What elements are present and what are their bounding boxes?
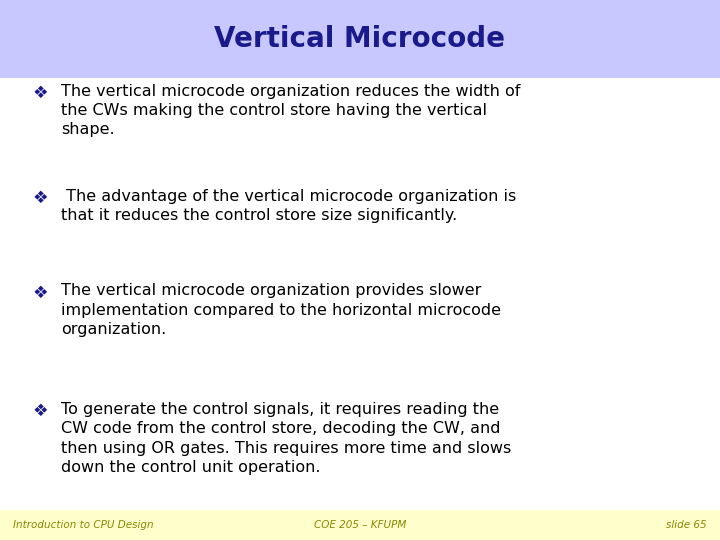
Text: The vertical microcode organization reduces the width of
the CWs making the cont: The vertical microcode organization redu… (61, 84, 521, 137)
Bar (0, 510, 720, 540)
Text: ❖: ❖ (32, 402, 48, 420)
Text: ❖: ❖ (32, 284, 48, 301)
Text: ❖: ❖ (32, 189, 48, 207)
Text: COE 205 – KFUPM: COE 205 – KFUPM (314, 520, 406, 530)
Text: ❖: ❖ (32, 84, 48, 102)
Text: Vertical Microcode: Vertical Microcode (215, 25, 505, 53)
Text: The advantage of the vertical microcode organization is
that it reduces the cont: The advantage of the vertical microcode … (61, 189, 516, 223)
Text: The vertical microcode organization provides slower
implementation compared to t: The vertical microcode organization prov… (61, 284, 501, 337)
Text: slide 65: slide 65 (667, 520, 707, 530)
Bar (0, 0, 720, 78)
Text: Introduction to CPU Design: Introduction to CPU Design (13, 520, 153, 530)
Text: To generate the control signals, it requires reading the
CW code from the contro: To generate the control signals, it requ… (61, 402, 511, 475)
